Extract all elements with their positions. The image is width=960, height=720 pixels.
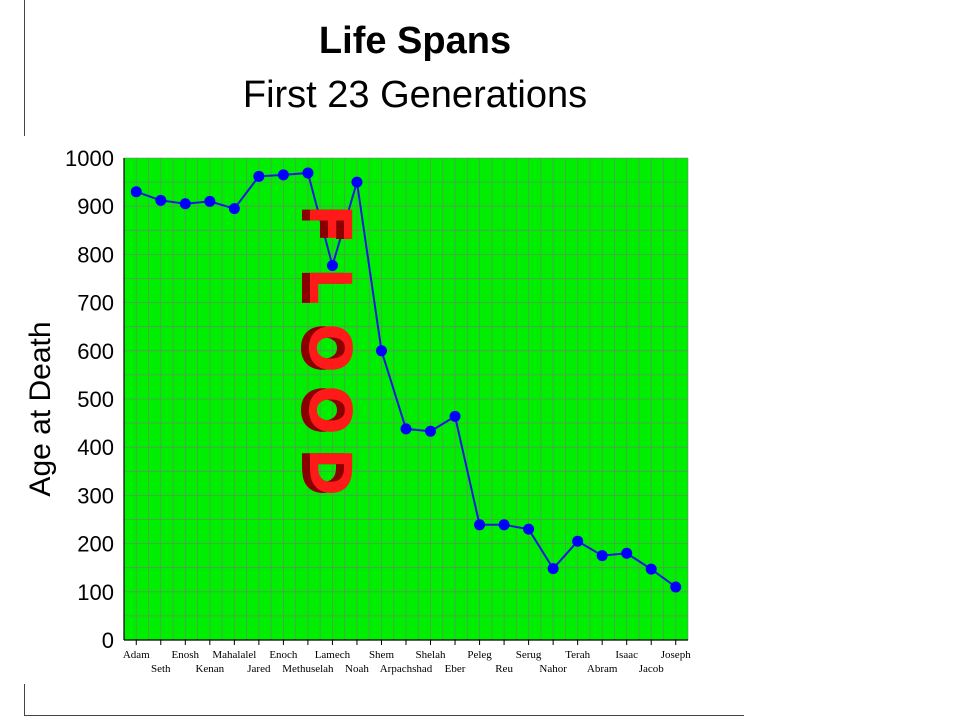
flood-letter-shadow: D [288,448,356,496]
data-point [375,345,387,357]
data-point [179,198,191,210]
x-tick-label: Seth [151,663,171,675]
flood-letter: F [296,204,364,244]
data-point [425,425,437,437]
data-point [572,535,584,547]
flood-letter: L [296,268,364,305]
x-tick-label: Adam [123,649,150,661]
y-axis-label: Age at Death [24,321,57,496]
data-point [302,167,314,179]
y-tick-label: 200 [77,532,114,557]
x-tick-label: Jared [247,663,271,675]
flood-letter-shadow: O [288,323,356,372]
grid [123,157,689,641]
x-tick-label: Peleg [467,649,492,661]
data-point [130,186,142,198]
y-tick-label: 100 [77,580,114,605]
x-tick-label: Serug [516,649,542,661]
y-tick-label: 300 [77,483,114,508]
y-tick-label: 0 [102,628,114,653]
data-point [155,194,167,206]
x-tick-label: Lamech [315,649,351,661]
x-tick-label: Joseph [661,649,691,661]
x-tick-label: Reu [495,663,513,675]
x-tick-label: Shelah [416,649,446,661]
data-point [498,519,510,531]
data-point [277,169,289,181]
x-tick-label: Noah [345,663,369,675]
flood-letter-shadow: L [288,268,356,305]
x-tick-label: Mahalalel [212,649,256,661]
data-point [351,176,363,188]
flood-letter-shadow: F [288,204,356,244]
data-point [474,519,486,531]
data-point [253,170,265,182]
x-tick-label: Nahor [539,663,567,675]
x-tick-label: Kenan [195,663,224,675]
data-point [645,563,657,575]
data-point [326,259,338,271]
x-tick-label: Arpachshad [380,663,433,675]
x-tick-label: Enosh [172,649,200,661]
data-point [596,550,608,562]
chart-title: Life Spans [318,20,512,62]
data-point [204,195,216,207]
x-tick-label: Terah [565,649,590,661]
flood-letter: D [296,448,364,496]
x-tick-label: Isaac [615,649,638,661]
data-point [228,203,240,215]
y-tick-label: 1000 [65,146,114,171]
flood-letter: O [296,323,364,372]
y-tick-label: 400 [77,435,114,460]
x-tick-label: Methuselah [282,663,334,675]
y-tick-label: 500 [77,387,114,412]
y-tick-label: 800 [77,242,114,267]
flood-letter: O [296,385,364,434]
x-tick-label: Eber [445,663,466,675]
y-tick-label: 900 [77,194,114,219]
y-tick-label: 700 [77,291,114,316]
x-tick-label: Shem [369,649,395,661]
data-point [621,547,633,559]
data-point [523,523,535,535]
data-point [400,423,412,435]
data-point [670,581,682,593]
x-tick-label: Enoch [269,649,298,661]
x-tick-label: Jacob [639,663,665,675]
data-point [547,563,559,575]
frame-gap [18,136,30,684]
x-tick-label: Abram [587,663,618,675]
data-point [449,410,461,422]
flood-letter-shadow: O [288,385,356,434]
chart-subtitle: First 23 Generations [242,74,588,116]
y-tick-label: 600 [77,339,114,364]
